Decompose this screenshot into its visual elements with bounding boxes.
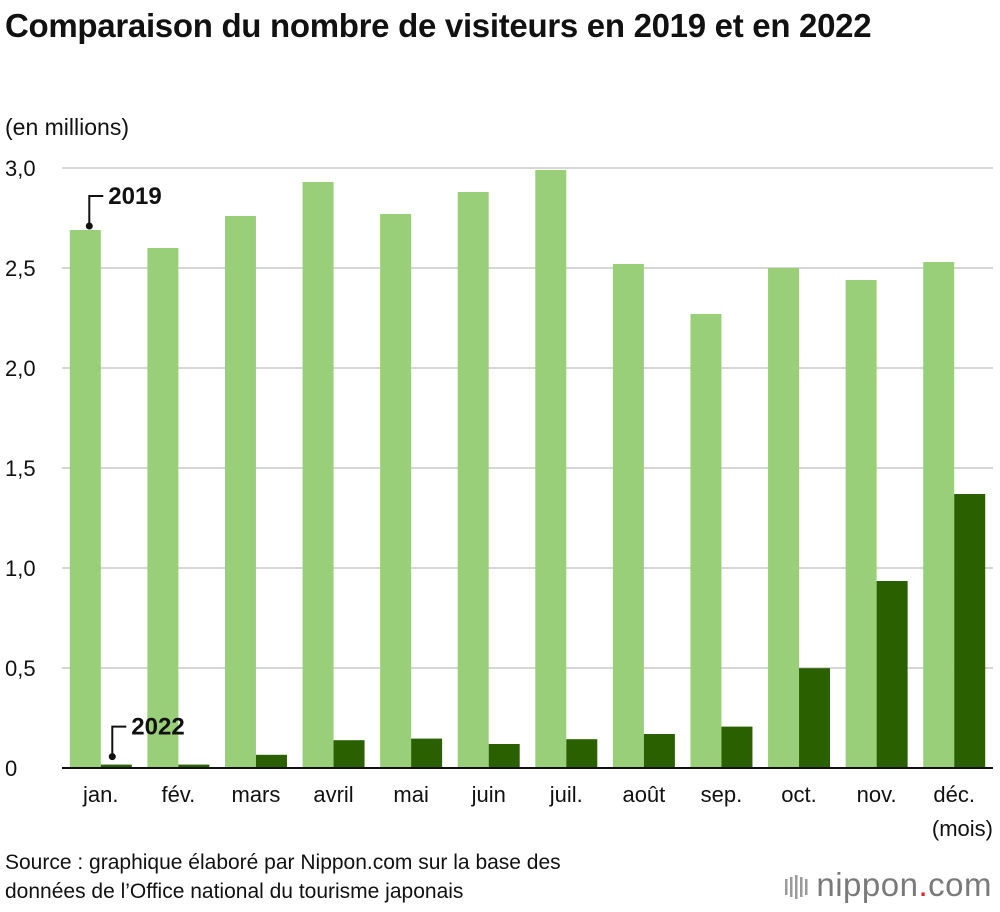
- bar-2022: [954, 494, 986, 768]
- bars: [69, 170, 986, 768]
- gridlines: [62, 167, 993, 669]
- bar-2019: [69, 230, 101, 768]
- bar-2022: [643, 734, 675, 768]
- bar-2022: [488, 744, 520, 768]
- bar-2019: [768, 268, 800, 768]
- x-tick-label: août: [622, 782, 665, 807]
- y-tick-label: 0: [5, 756, 17, 781]
- callout-line-2019: [88, 195, 104, 226]
- x-tick-label: mai: [393, 782, 428, 807]
- x-tick-label: mars: [232, 782, 281, 807]
- source-line-2: données de l’Office national du tourisme…: [5, 880, 464, 903]
- bar-2019: [612, 264, 644, 768]
- bar-2019: [147, 248, 179, 768]
- bar-2019: [690, 314, 722, 768]
- y-tick-labels: 0 0,5 1,0 1,5 2,0 2,5 3,0: [5, 156, 36, 781]
- callout-line-2022: [111, 725, 127, 757]
- y-tick-label: 2,5: [5, 256, 36, 281]
- bar-2022: [333, 740, 365, 768]
- y-tick-label: 2,0: [5, 356, 36, 381]
- bar-2019: [380, 214, 412, 768]
- brand-tld: com: [928, 866, 992, 903]
- brand-dot: .: [918, 866, 929, 903]
- bar-2019: [535, 170, 567, 768]
- bar-2022: [799, 668, 831, 768]
- bar-2022: [721, 726, 753, 768]
- bar-2019: [302, 182, 334, 768]
- y-tick-label: 1,5: [5, 456, 36, 481]
- y-tick-label: 3,0: [5, 156, 36, 181]
- x-tick-label: sep.: [701, 782, 743, 807]
- bar-2019: [845, 280, 877, 768]
- x-unit-label: (mois): [932, 816, 993, 841]
- bar-2022: [255, 754, 287, 768]
- source-note: Source : graphique élaboré par Nippon.co…: [5, 848, 561, 906]
- brand-name: nippon: [816, 866, 919, 903]
- bar-2019: [923, 262, 955, 768]
- callout-label-2022: 2022: [131, 714, 184, 741]
- y-tick-label: 1,0: [5, 556, 36, 581]
- x-tick-label: déc.: [933, 782, 975, 807]
- x-tick-label: juil.: [549, 782, 583, 807]
- series-callouts: 2019 2022: [85, 183, 185, 761]
- bar-2022: [100, 764, 132, 768]
- bar-2022: [566, 739, 598, 768]
- x-tick-label: fév.: [161, 782, 195, 807]
- callout-label-2019: 2019: [108, 183, 161, 210]
- bar-2022: [411, 738, 443, 768]
- x-tick-labels: jan. fév. mars avril mai juin juil. août sep. oct…: [82, 782, 975, 807]
- bar-2019: [224, 216, 256, 768]
- x-tick-label: jan.: [82, 782, 118, 807]
- x-tick-label: oct.: [781, 782, 816, 807]
- brand-logo: nippon.com: [784, 866, 992, 904]
- y-unit-label: (en millions): [5, 114, 129, 140]
- x-tick-label: nov.: [857, 782, 897, 807]
- y-tick-label: 0,5: [5, 656, 36, 681]
- source-line-1: Source : graphique élaboré par Nippon.co…: [5, 851, 561, 874]
- x-tick-label: avril: [313, 782, 353, 807]
- bar-2022: [876, 581, 908, 768]
- x-tick-label: juin: [471, 782, 506, 807]
- chart-title: Comparaison du nombre de visiteurs en 20…: [5, 7, 872, 44]
- bar-2019: [457, 192, 489, 768]
- bars-logo-icon: [785, 875, 808, 900]
- bar-2022: [178, 764, 210, 768]
